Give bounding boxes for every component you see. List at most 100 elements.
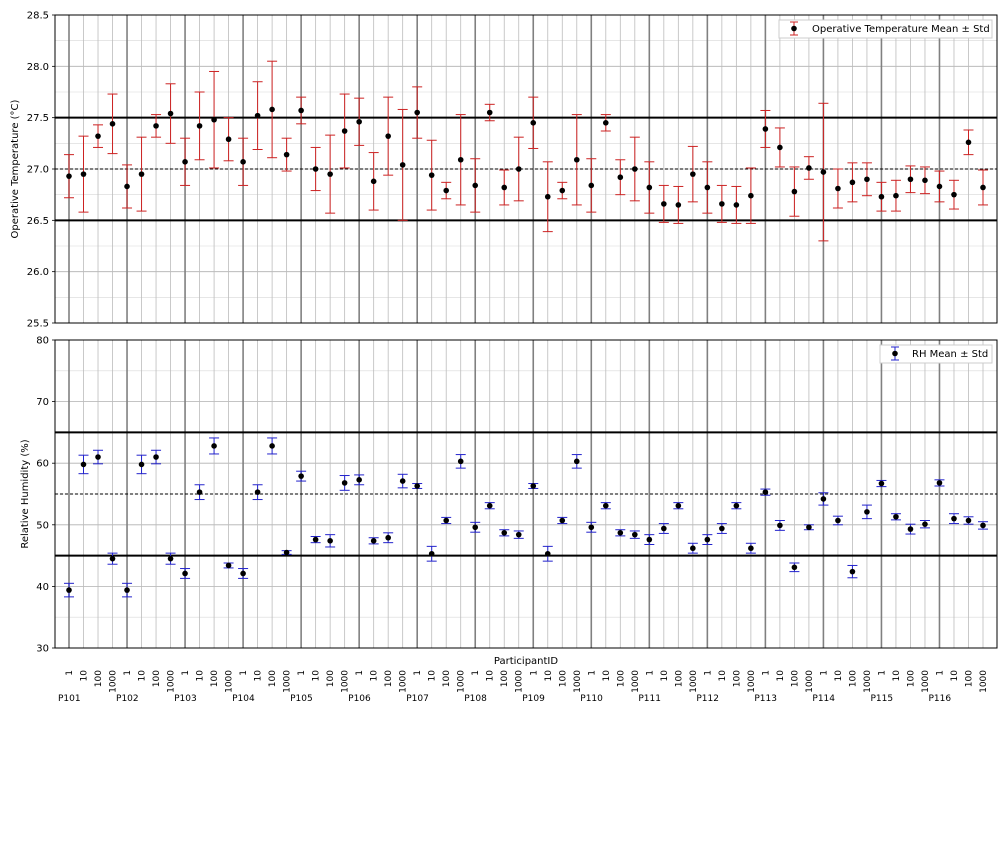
humidity-mean-point [370,538,377,544]
humidity-mean-point [501,530,508,536]
temperature-mean-point [515,166,522,172]
x-tick-label: 10 [718,670,728,682]
humidity-mean-point [138,461,145,468]
x-tick-label: 10 [428,670,438,682]
x-tick-label: 10 [950,670,960,682]
x-tick-label: 1 [877,670,887,676]
temperature-mean-point [211,116,217,123]
x-tick-label: 1 [819,670,829,676]
humidity-y-tick-label: 40 [36,582,49,593]
humidity-mean-point [922,521,928,527]
humidity-mean-point [777,522,783,529]
humidity-y-tick-label: 70 [36,397,49,408]
humidity-legend-label: RH Mean ± Std [912,349,988,360]
temperature-mean-point [878,193,885,200]
x-tick-label: 1000 [689,670,699,693]
humidity-mean-point [225,562,232,569]
participant-group-label: P114 [812,694,835,704]
x-tick-label: 10 [138,670,148,682]
temperature-mean-point [341,128,348,134]
x-tick-label: 10 [544,670,554,682]
humidity-mean-point [530,483,537,489]
temperature-mean-point [385,133,391,139]
x-tick-label: 1000 [631,670,641,693]
x-tick-label: 100 [732,670,742,687]
humidity-mean-point [719,525,725,532]
temperature-mean-point [573,156,580,163]
x-tick-label: 10 [196,670,206,682]
temperature-mean-point [980,184,986,191]
temperature-mean-point [632,166,638,172]
x-tick-label: 1000 [399,670,409,693]
temperature-mean-point [240,159,246,165]
temperature-y-tick-label: 27.0 [27,165,49,176]
temperature-y-tick-label: 28.0 [27,62,49,73]
temperature-mean-point [675,202,682,208]
humidity-y-tick-label: 30 [36,644,49,655]
x-tick-label: 100 [674,670,684,687]
participant-group-label: P101 [58,694,81,704]
temperature-mean-point [283,151,290,158]
temperature-mean-point [486,109,493,116]
humidity-y-tick-label: 60 [36,459,49,470]
temperature-legend: Operative Temperature Mean ± Std [778,19,993,39]
temperature-mean-point [138,171,145,177]
x-tick-label: 10 [602,670,612,682]
x-tick-label: 1 [529,670,539,676]
temperature-mean-point [849,179,856,186]
x-tick-label: 100 [384,670,394,687]
x-tick-label: 1000 [747,670,757,693]
temperature-mean-point [646,184,653,191]
temperature-mean-point [544,193,551,200]
x-tick-label: 100 [558,670,568,687]
x-tick-label: 1000 [341,670,351,693]
participant-group-label: P110 [580,694,603,704]
temperature-mean-point [124,183,130,190]
humidity-y-tick-label: 80 [36,336,49,347]
x-tick-label: 1 [471,670,481,676]
participant-group-label: P103 [174,694,197,704]
x-tick-label: 1 [645,670,655,676]
humidity-mean-point [399,478,406,484]
x-tick-label: 100 [442,670,452,687]
temperature-legend-label: Operative Temperature Mean ± Std [812,24,990,35]
humidity-mean-point [617,530,624,536]
humidity-mean-point [196,489,203,495]
humidity-mean-point [878,480,885,487]
x-tick-label: 10 [776,670,786,682]
temperature-mean-point [690,171,696,177]
x-tick-label: 1000 [863,670,873,693]
x-tick-label: 1000 [225,670,235,693]
humidity-mean-point [95,454,101,460]
humidity-mean-point [167,555,174,562]
x-tick-label: 1000 [515,670,525,693]
humidity-mean-point [327,538,333,544]
temperature-mean-point [835,185,841,192]
participant-group-label: P115 [870,694,893,704]
temperature-mean-point [414,109,420,116]
temperature-mean-point [298,107,304,114]
x-tick-label: 1000 [109,670,119,693]
temperature-mean-point [225,136,232,143]
humidity-mean-point [588,524,595,531]
humidity-plot-frame [54,339,998,649]
humidity-mean-point [675,502,682,509]
temperature-mean-point [907,176,914,183]
temperature-mean-point [327,171,333,177]
temperature-mean-point [370,178,377,185]
temperature-mean-point [80,171,87,177]
temperature-mean-point [777,144,783,151]
x-tick-label: 100 [500,670,510,687]
humidity-mean-point [153,454,159,460]
humidity-mean-point [835,517,841,524]
temperature-legend-box [778,19,993,39]
x-tick-labels: 1 10 100 1000 1 10 100 1000 1 10 100 1000 1 10 100 1000… [65,670,989,693]
temperature-data-marks [64,60,988,242]
temperature-mean-point [719,201,725,207]
temperature-mean-point [356,118,362,125]
x-tick-label: 1 [239,670,249,676]
temperature-mean-point [269,106,275,113]
temperature-mean-point [501,184,508,191]
